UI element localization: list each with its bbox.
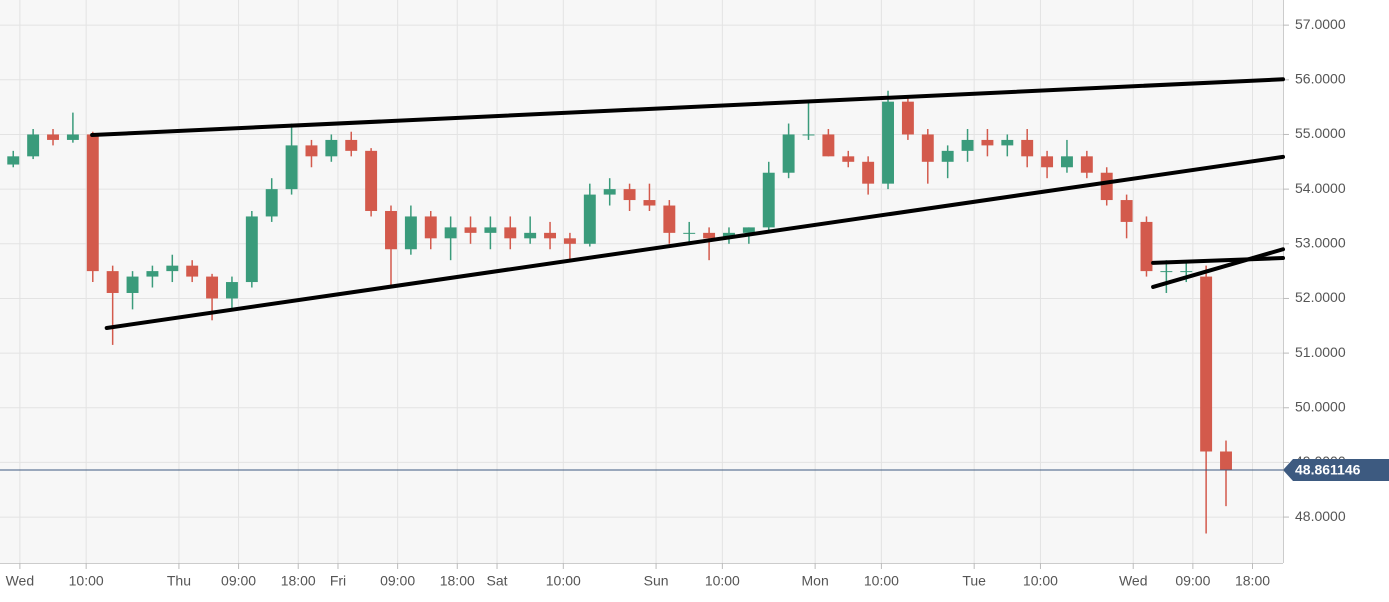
x-tick-label: 09:00 [221, 573, 256, 589]
x-tick-label: Mon [802, 573, 829, 589]
x-tick-label: Wed [1119, 573, 1148, 589]
candle-body [345, 139, 358, 151]
candle-body [404, 216, 417, 250]
candle-body [623, 189, 636, 201]
candle-body [524, 232, 537, 239]
x-tick-label: Thu [167, 573, 191, 589]
x-tick-label: 18:00 [440, 573, 475, 589]
candle-body [742, 227, 755, 233]
x-tick-label: Sat [487, 573, 508, 589]
trend-line [104, 154, 1285, 330]
candle-body [762, 172, 775, 228]
x-tick-label: 18:00 [1235, 573, 1270, 589]
x-tick-label: Fri [330, 573, 346, 589]
trend-line [1151, 247, 1285, 289]
x-tick-label: 10:00 [864, 573, 899, 589]
candle-body [225, 282, 238, 299]
candle-body [802, 134, 815, 136]
y-tick-label: 48.0000 [1295, 508, 1346, 524]
candle-body [1220, 451, 1232, 471]
y-tick-label: 55.0000 [1295, 125, 1346, 141]
x-tick-label: Sun [644, 573, 669, 589]
candle-body [325, 139, 338, 157]
candle-body [27, 134, 40, 157]
candle-body [146, 271, 159, 277]
candle-body [544, 232, 557, 239]
candle-body [484, 227, 497, 233]
candle-body [265, 189, 278, 217]
candle-body [385, 210, 397, 250]
last-price-tag [1283, 459, 1389, 482]
y-tick-label: 52.0000 [1295, 289, 1346, 305]
candle-body [583, 194, 596, 244]
x-tick-label: 18:00 [281, 573, 316, 589]
trend-line [90, 77, 1285, 138]
candle-body [504, 227, 517, 239]
candle-body [683, 232, 696, 234]
candle-body [7, 156, 20, 165]
candle-body [206, 276, 219, 299]
candle-body [961, 139, 974, 151]
candle-body [1160, 271, 1173, 273]
x-tick-label: 09:00 [380, 573, 415, 589]
candle-body [563, 238, 576, 244]
y-tick-label: 51.0000 [1295, 344, 1346, 360]
candle-body [464, 227, 477, 233]
candle-body [603, 189, 616, 195]
candle-body [245, 216, 258, 283]
candle-body [1200, 276, 1213, 452]
y-tick-label: 53.0000 [1295, 234, 1346, 250]
candle-body [365, 150, 378, 211]
x-tick-label: Tue [962, 573, 986, 589]
y-tick-label: 56.0000 [1295, 71, 1346, 87]
candle-body [305, 145, 318, 157]
x-tick-label: 10:00 [1023, 573, 1058, 589]
candle-body [703, 232, 716, 239]
candle-body [86, 134, 99, 272]
candle-body [643, 200, 656, 206]
trend-line [1151, 255, 1285, 265]
x-tick-label: Wed [6, 573, 35, 589]
candle-body [882, 101, 894, 184]
candle-body [166, 265, 179, 272]
candle-body [822, 134, 835, 157]
candle-body [981, 139, 994, 146]
candle-body [186, 265, 199, 277]
candle-body [66, 134, 79, 140]
candle-body [862, 161, 875, 184]
candle-body [106, 271, 119, 293]
candle-body [126, 276, 139, 293]
candle-body [1120, 200, 1133, 222]
candle-body [941, 150, 954, 162]
y-tick-label: 54.0000 [1295, 180, 1346, 196]
candle-body [842, 156, 855, 162]
candle-body [47, 134, 59, 140]
candle-body [1100, 172, 1113, 201]
candle-body [782, 134, 795, 173]
candle-body [1041, 156, 1054, 168]
candle-body [1060, 156, 1073, 168]
candle-body [901, 101, 914, 135]
candle-body [1001, 139, 1014, 146]
candle-body [1140, 221, 1153, 272]
candle-body [1021, 139, 1034, 157]
candle-body [663, 205, 676, 233]
x-tick-label: 10:00 [546, 573, 581, 589]
last-price-label: 48.861146 [1295, 462, 1361, 478]
x-tick-label: 10:00 [69, 573, 104, 589]
candle-body [285, 145, 298, 190]
x-tick-label: 09:00 [1175, 573, 1210, 589]
y-tick-label: 57.0000 [1295, 16, 1346, 32]
candle-body [1180, 271, 1193, 273]
candle-body [921, 134, 934, 162]
candle-body [444, 227, 457, 239]
y-tick-label: 50.0000 [1295, 398, 1346, 414]
candle-body [424, 216, 437, 239]
candle-body [1080, 156, 1093, 173]
x-tick-label: 10:00 [705, 573, 740, 589]
